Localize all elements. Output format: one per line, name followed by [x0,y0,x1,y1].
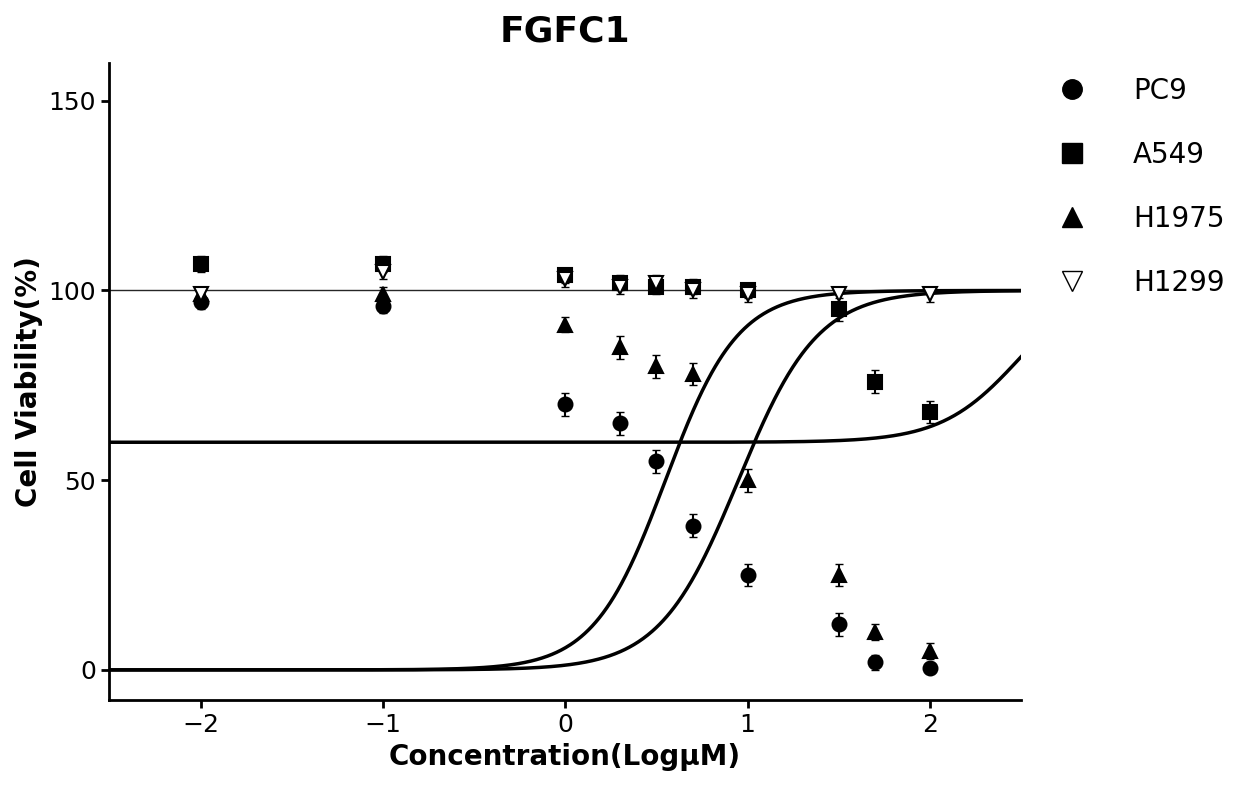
H1299 [613,282,627,292]
A549 [868,376,883,386]
H1975 [868,627,883,637]
A549 [923,407,937,417]
Line: H1299: H1299 [193,265,936,301]
H1299 [558,274,573,284]
A549 [686,282,701,292]
H1975 [558,320,573,329]
H1299 [376,266,391,276]
Legend: PC9, A549, H1975, H1299: PC9, A549, H1975, H1299 [1044,77,1225,297]
PC9 [831,619,846,629]
A549 [649,282,663,292]
H1975 [649,362,663,371]
X-axis label: Concentration(LogμM): Concentration(LogμM) [389,743,742,771]
A549 [740,286,755,296]
A549 [831,305,846,314]
A549 [376,259,391,269]
PC9 [740,571,755,580]
Line: H1975: H1975 [193,288,936,658]
A549 [558,270,573,280]
H1299 [649,278,663,288]
PC9 [558,399,573,409]
Title: FGFC1: FGFC1 [500,15,630,49]
PC9 [923,663,937,673]
H1299 [686,286,701,296]
H1975 [613,343,627,352]
H1299 [193,289,208,299]
PC9 [868,658,883,667]
H1975 [740,476,755,485]
H1975 [923,646,937,656]
H1299 [740,289,755,299]
PC9 [193,297,208,307]
Line: PC9: PC9 [193,295,936,675]
H1975 [193,289,208,299]
H1299 [831,289,846,299]
PC9 [686,521,701,531]
H1299 [923,289,937,299]
H1975 [831,571,846,580]
Line: A549: A549 [193,257,936,419]
Y-axis label: Cell Viability(%): Cell Viability(%) [15,256,43,507]
A549 [193,259,208,269]
PC9 [376,301,391,310]
PC9 [649,457,663,466]
PC9 [613,419,627,428]
H1975 [376,289,391,299]
A549 [613,278,627,288]
H1975 [686,369,701,379]
